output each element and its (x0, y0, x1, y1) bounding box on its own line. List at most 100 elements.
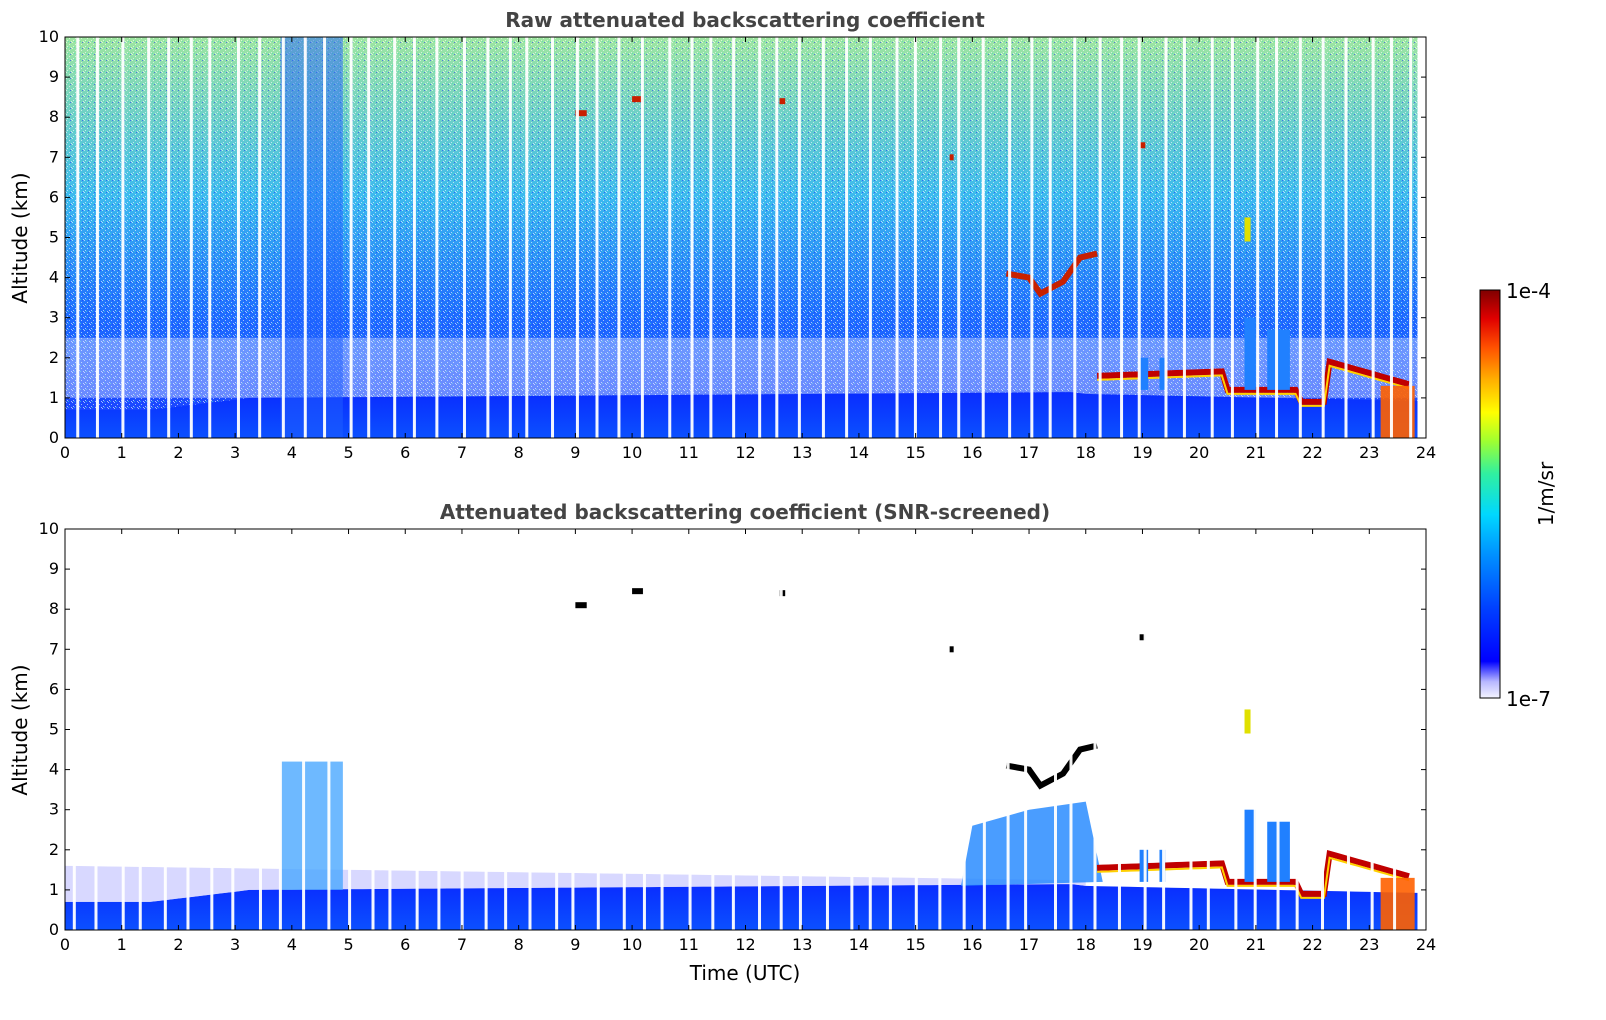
data-gap (640, 37, 644, 438)
data-gap (1346, 529, 1350, 930)
panel-screened-y-ticks: 0 1 2 3 4 5 6 7 8 9 10 (39, 519, 1426, 939)
y-tick-label: 2 (49, 348, 59, 367)
data-gap (1295, 529, 1299, 930)
data-gap (1393, 529, 1397, 930)
data-gap (460, 529, 464, 930)
y-tick-label: 5 (49, 228, 59, 247)
x-tick-label: 15 (905, 443, 925, 462)
data-gap (981, 37, 985, 438)
high-cloud (575, 602, 587, 609)
data-gap (913, 37, 917, 438)
data-gap (1206, 529, 1210, 930)
data-gap (1162, 529, 1166, 930)
data-gap (622, 529, 626, 930)
data-gap (888, 529, 892, 930)
y-tick-label: 0 (49, 428, 59, 447)
x-tick-label: 24 (1416, 443, 1436, 462)
data-gap (868, 37, 872, 438)
data-gap (1253, 529, 1257, 930)
x-tick-label: 19 (1132, 935, 1152, 954)
data-gap (1371, 37, 1375, 438)
x-tick-label: 21 (1246, 443, 1266, 462)
data-gap (868, 529, 872, 930)
data-gap (1344, 37, 1348, 438)
data-gap (163, 529, 167, 930)
x-tick-label: 2 (173, 935, 183, 954)
data-gap (327, 529, 331, 930)
data-gap (504, 529, 508, 930)
data-gap (797, 37, 801, 438)
data-gap (147, 37, 151, 438)
data-gap (1256, 37, 1260, 438)
data-gap (758, 529, 762, 930)
y-tick-label: 3 (49, 800, 59, 819)
data-gap (1008, 37, 1012, 438)
data-gap (72, 529, 76, 930)
data-gap (798, 529, 802, 930)
data-gap (731, 529, 735, 930)
data-gap (121, 529, 125, 930)
data-gap (617, 37, 621, 438)
data-gap (688, 529, 692, 930)
x-tick-label: 3 (230, 443, 240, 462)
data-gap (525, 37, 529, 438)
data-gap (95, 37, 99, 438)
y-tick-label: 4 (49, 268, 59, 287)
data-gap (845, 37, 849, 438)
data-gap (1321, 37, 1325, 438)
panel-raw: Raw attenuated backscattering coefficien… (8, 8, 1436, 462)
x-tick-label: 18 (1076, 443, 1096, 462)
y-tick-label: 9 (49, 559, 59, 578)
data-gap (1275, 37, 1279, 438)
column-4utc (280, 37, 343, 438)
data-gap (121, 37, 125, 438)
data-gap (231, 529, 235, 930)
y-tick-label: 0 (49, 920, 59, 939)
data-gap (690, 37, 694, 438)
data-gap (732, 37, 736, 438)
x-tick-label: 13 (792, 935, 812, 954)
data-gap (668, 37, 672, 438)
data-gap (303, 37, 307, 438)
data-gap (258, 37, 262, 438)
data-gap (914, 529, 918, 930)
x-tick-label: 0 (60, 935, 70, 954)
x-tick-label: 4 (287, 935, 297, 954)
x-tick-label: 21 (1246, 935, 1266, 954)
y-tick-label: 9 (49, 67, 59, 86)
x-tick-label: 10 (622, 443, 642, 462)
data-gap (138, 529, 142, 930)
colorbar: 1e-4 1e-7 1/m/sr (1479, 279, 1558, 711)
panel-raw-ylabel: Altitude (km) (8, 172, 32, 303)
x-tick-label: 13 (792, 443, 812, 462)
mid-cloud (1005, 250, 1098, 298)
panel-screened-xlabel: Time (UTC) (689, 961, 801, 985)
data-gap (775, 37, 779, 438)
x-tick-label: 22 (1302, 935, 1322, 954)
x-tick-label: 18 (1076, 935, 1096, 954)
data-gap (1189, 529, 1193, 930)
x-tick-label: 8 (514, 443, 524, 462)
data-gap (1137, 37, 1141, 438)
data-gap (167, 37, 171, 438)
data-gap (189, 37, 193, 438)
data-gap (1006, 529, 1010, 930)
high-cloud (632, 96, 644, 103)
panel-raw-heatmap (65, 37, 1426, 438)
colorbar-max-label: 1e-4 (1506, 279, 1551, 303)
data-gap (850, 529, 854, 930)
y-tick-label: 7 (49, 639, 59, 658)
data-gap (939, 37, 943, 438)
data-gap (1370, 529, 1374, 930)
data-gap (348, 529, 352, 930)
low-noise-gap (65, 337, 1426, 398)
x-tick-label: 6 (400, 935, 410, 954)
high-cloud (1139, 634, 1146, 641)
x-tick-label: 20 (1189, 935, 1209, 954)
data-gap (1210, 37, 1214, 438)
data-gap (779, 529, 783, 930)
aerosol-plume (960, 801, 1103, 886)
panel-raw-y-ticks: 0 1 2 3 4 5 6 7 8 9 10 (39, 27, 1426, 447)
y-tick-label: 4 (49, 760, 59, 779)
